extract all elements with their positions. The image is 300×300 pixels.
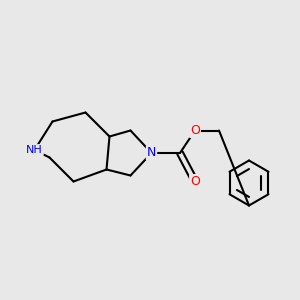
Text: O: O (190, 175, 200, 188)
Text: N: N (147, 146, 156, 160)
Text: O: O (190, 124, 200, 137)
Text: NH: NH (26, 145, 43, 155)
